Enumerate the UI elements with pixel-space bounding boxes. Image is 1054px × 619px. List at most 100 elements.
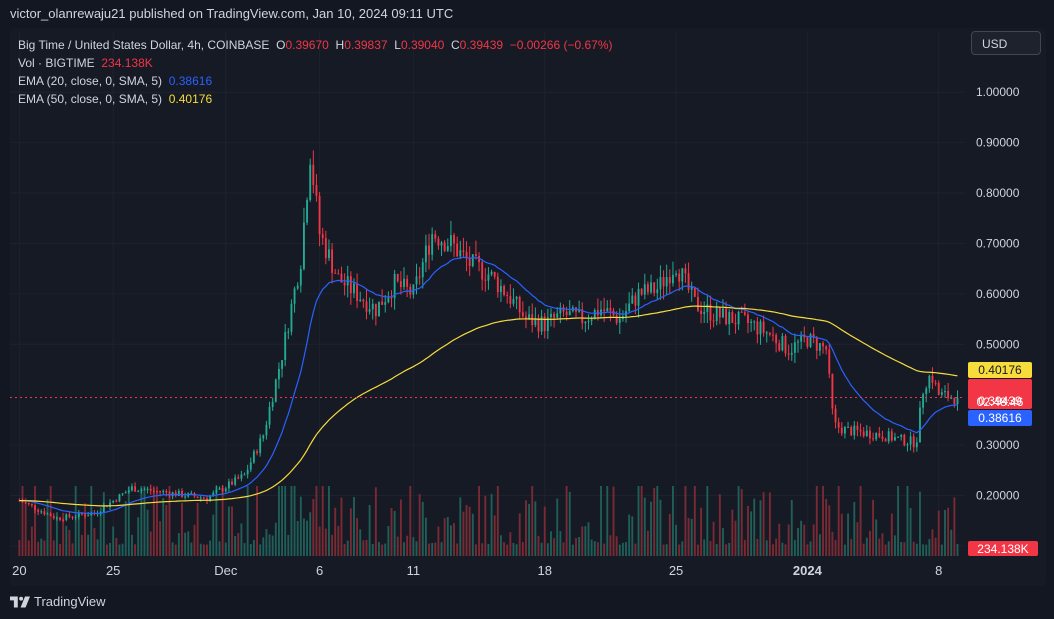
volume-bar: [74, 486, 77, 556]
candle-body: [393, 273, 396, 299]
volume-bar: [265, 529, 268, 556]
volume-bar: [453, 523, 455, 556]
candle-body: [706, 304, 709, 313]
candle-body: [884, 438, 887, 442]
candle-body: [750, 321, 753, 324]
volume-bar: [174, 544, 177, 556]
candle-body: [143, 489, 146, 491]
volume-bar: [296, 520, 299, 556]
volume-bar: [697, 544, 699, 556]
candle-body: [759, 321, 762, 335]
candle-body: [456, 243, 459, 257]
volume-bar: [675, 524, 677, 556]
volume-bar: [784, 544, 787, 556]
volume-bar: [559, 531, 562, 556]
candle-body: [21, 500, 24, 503]
candle-body: [643, 284, 646, 295]
candle-body: [349, 276, 352, 294]
candle-body: [875, 433, 878, 440]
volume-bar: [628, 514, 631, 556]
candle-body: [209, 495, 212, 501]
candle-body: [224, 488, 227, 492]
currency-button[interactable]: USD: [971, 31, 1041, 55]
volume-bar: [312, 498, 315, 556]
candle-body: [68, 514, 71, 517]
candle-body: [293, 288, 296, 304]
candle-body: [678, 273, 681, 282]
volume-bar: [21, 486, 24, 556]
volume-bar: [556, 498, 559, 556]
volume-bar: [606, 486, 609, 556]
candle-body: [115, 500, 118, 502]
volume-bar: [49, 486, 52, 556]
volume-bar: [234, 536, 237, 556]
volume-bar: [418, 494, 421, 556]
high-label: H: [335, 38, 345, 52]
volume-bar: [525, 500, 527, 556]
volume-bar: [246, 486, 249, 556]
candle-body: [396, 273, 399, 282]
candle-body: [46, 513, 49, 515]
candle-body: [306, 199, 309, 223]
volume-bar: [915, 543, 918, 556]
volume-bar: [931, 529, 934, 556]
y-tick-label: 0.80000: [976, 186, 1020, 200]
volume-bar: [393, 510, 396, 556]
candle-body: [525, 316, 527, 319]
volume-bar: [259, 544, 262, 556]
volume-bar: [412, 537, 415, 556]
volume-bar: [93, 527, 96, 556]
volume-bar: [653, 487, 656, 556]
candle-body: [337, 273, 340, 275]
volume-bar: [440, 542, 443, 556]
candle-body: [453, 235, 455, 244]
x-tick-label: 2024: [793, 563, 823, 578]
ema20-line: [19, 256, 958, 514]
candle-body: [953, 397, 956, 404]
candle-body: [378, 301, 380, 317]
candle-body: [318, 195, 321, 235]
candle-body: [778, 343, 781, 351]
candle-body: [152, 490, 155, 492]
candle-body: [828, 349, 831, 374]
volume-bar: [587, 522, 590, 556]
candle-body: [215, 489, 218, 493]
candle-body: [403, 278, 405, 288]
volume-bar: [756, 538, 759, 556]
candle-body: [27, 502, 30, 504]
candle-body: [55, 517, 58, 519]
volume-bar: [334, 507, 337, 556]
x-tick-label: 20: [12, 563, 26, 578]
volume-bar: [159, 521, 162, 556]
candle-body: [703, 312, 706, 314]
volume-bar: [227, 506, 230, 556]
candle-body: [43, 511, 46, 515]
candle-body: [218, 488, 221, 490]
volume-bar: [127, 486, 130, 556]
volume-bar: [912, 541, 915, 556]
candle-body: [900, 434, 903, 437]
candle-body: [668, 277, 671, 284]
volume-bar: [894, 535, 896, 556]
candle-body: [109, 502, 112, 507]
volume-bar: [415, 541, 418, 556]
candle-body: [843, 427, 846, 434]
volume-bar: [850, 539, 853, 556]
candle-body: [331, 249, 334, 273]
volume-bar: [240, 523, 243, 556]
candle-body: [697, 296, 699, 311]
volume-bar: [424, 517, 427, 556]
volume-bar: [803, 524, 806, 556]
volume-bar: [456, 543, 459, 556]
volume-bar: [199, 543, 202, 556]
countdown-label: 02:48:46: [977, 395, 1024, 409]
volume-bar: [678, 544, 681, 556]
volume-bar: [84, 503, 86, 556]
candle-body: [562, 307, 565, 312]
volume-bar: [571, 544, 574, 556]
legend-ema20-row: EMA (20, close, 0, SMA, 5) 0.38616: [18, 72, 612, 90]
candle-body: [793, 342, 796, 353]
volume-bar: [471, 513, 474, 556]
volume-bar: [831, 531, 834, 556]
